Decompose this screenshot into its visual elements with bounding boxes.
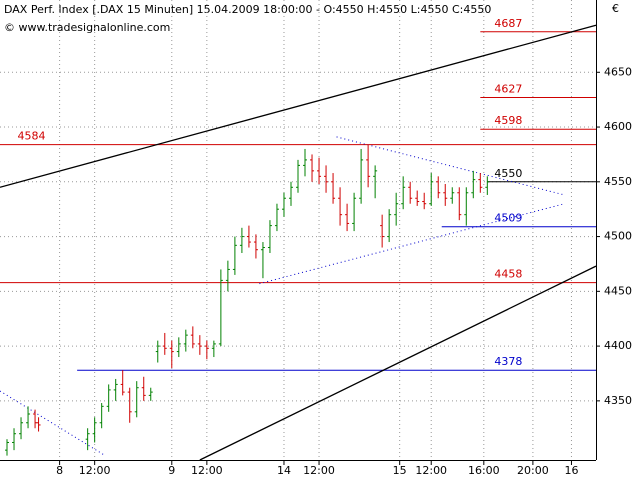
x-tick-label: 12:00 [79, 464, 111, 477]
y-tick-label: 4500 [604, 230, 632, 243]
level-label: 4378 [494, 355, 522, 368]
trend-line [199, 265, 597, 461]
y-tick-label: 4550 [604, 175, 632, 188]
y-tick-label: 4600 [604, 120, 632, 133]
x-tick-label: 12:00 [303, 464, 335, 477]
x-tick-label: 12:00 [191, 464, 223, 477]
x-tick-label: 20:00 [517, 464, 549, 477]
level-label: 4687 [494, 17, 522, 30]
x-tick-label: 12:00 [415, 464, 447, 477]
level-label: 4584 [18, 130, 46, 143]
x-tick-label: 8 [56, 464, 63, 477]
y-tick-label: 4400 [604, 339, 632, 352]
level-label: 4509 [494, 212, 522, 225]
watermark: © www.tradesignalonline.com [4, 21, 170, 34]
y-tick-label: 4350 [604, 394, 632, 407]
trend-line [0, 24, 597, 188]
trend-line [259, 203, 565, 285]
x-tick-label: 14 [277, 464, 291, 477]
x-tick-label: 9 [168, 464, 175, 477]
trend-line [0, 390, 106, 457]
chart-title: DAX Perf. Index [.DAX 15 Minuten] 15.04.… [4, 3, 491, 16]
x-tick-label: 16 [564, 464, 578, 477]
level-label: 4598 [494, 114, 522, 127]
x-tick-label: 15 [393, 464, 407, 477]
y-tick-label: 4450 [604, 284, 632, 297]
level-label: 4627 [494, 82, 522, 95]
currency: € [612, 2, 619, 15]
level-label: 4550 [494, 167, 522, 180]
y-tick-label: 4650 [604, 65, 632, 78]
level-label: 4458 [494, 268, 522, 281]
x-tick-label: 16:00 [468, 464, 500, 477]
